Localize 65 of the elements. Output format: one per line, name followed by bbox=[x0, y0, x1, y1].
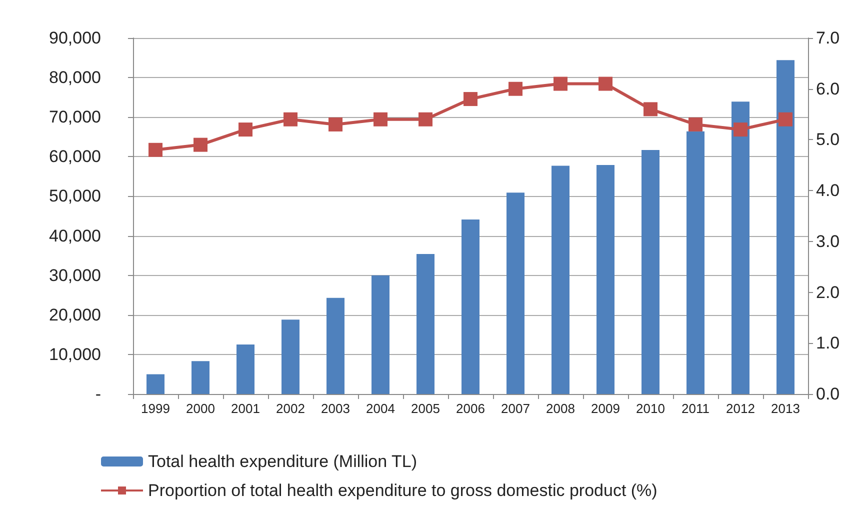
point bbox=[688, 117, 702, 132]
bar bbox=[146, 374, 164, 394]
point bbox=[148, 142, 162, 157]
x-tick-label: 2000 bbox=[186, 401, 215, 416]
x-tick-label: 2008 bbox=[546, 401, 575, 416]
y-tick-label: 50,000 bbox=[49, 186, 101, 206]
x-tick-label: 2002 bbox=[276, 401, 305, 416]
point bbox=[238, 122, 252, 137]
bar bbox=[732, 102, 750, 394]
y2-tick-label: 4.0 bbox=[816, 181, 840, 200]
y2-tick-label: 1.0 bbox=[816, 334, 840, 353]
point bbox=[374, 112, 388, 126]
y2-tick-label: 5.0 bbox=[816, 130, 840, 150]
bar bbox=[372, 275, 390, 394]
bar bbox=[192, 361, 210, 394]
x-tick-label: 2012 bbox=[726, 401, 755, 416]
x-tick-label: 2011 bbox=[682, 401, 710, 416]
point bbox=[554, 76, 568, 91]
point bbox=[508, 82, 522, 96]
point bbox=[464, 92, 478, 106]
bar bbox=[236, 344, 254, 394]
legend-label: Total health expenditure (Million TL) bbox=[148, 452, 417, 471]
bar bbox=[642, 150, 660, 394]
point bbox=[284, 112, 298, 126]
y-tick-label: 40,000 bbox=[49, 226, 101, 246]
point bbox=[194, 138, 208, 152]
bar bbox=[416, 254, 434, 394]
y2-tick-label: 2.0 bbox=[816, 282, 840, 302]
y-tick-label: 90,000 bbox=[49, 28, 101, 48]
y-tick-label: 80,000 bbox=[49, 68, 101, 88]
y-tick-label: 60,000 bbox=[49, 147, 101, 166]
x-tick-label: 2006 bbox=[456, 401, 485, 416]
y-tick-label: 30,000 bbox=[49, 266, 101, 285]
point bbox=[418, 112, 432, 126]
y2-tick-label: 3.0 bbox=[816, 232, 840, 251]
point bbox=[644, 102, 658, 116]
point bbox=[328, 117, 342, 132]
x-tick-label: 2003 bbox=[321, 401, 350, 416]
x-tick-label: 2013 bbox=[771, 401, 800, 416]
point bbox=[734, 122, 748, 137]
y2-tick-label: 0.0 bbox=[816, 384, 840, 404]
y2-tick-label: 7.0 bbox=[816, 28, 840, 48]
point bbox=[598, 76, 612, 91]
legend-label: Proportion of total health expenditure to gross domestic product (%) bbox=[148, 481, 658, 500]
y-tick-label: - bbox=[95, 384, 101, 404]
y-tick-label: 70,000 bbox=[49, 108, 101, 127]
point bbox=[778, 112, 792, 126]
x-tick-label: 2001 bbox=[231, 401, 260, 416]
bar bbox=[686, 131, 704, 394]
bar bbox=[552, 166, 570, 394]
bar bbox=[506, 192, 524, 394]
x-tick-label: 2004 bbox=[366, 401, 395, 416]
x-tick-label: 2007 bbox=[501, 401, 530, 416]
bar bbox=[326, 298, 344, 394]
x-tick-label: 1999 bbox=[141, 401, 170, 416]
bar bbox=[462, 220, 480, 394]
y2-tick-label: 6.0 bbox=[816, 79, 840, 98]
x-tick-label: 2010 bbox=[636, 401, 665, 416]
y-tick-label: 10,000 bbox=[49, 344, 101, 364]
x-tick-label: 2009 bbox=[591, 401, 620, 416]
bar bbox=[596, 164, 614, 394]
x-tick-label: 2005 bbox=[411, 401, 440, 416]
y-tick-label: 20,000 bbox=[49, 305, 101, 324]
bar bbox=[282, 320, 300, 394]
bar bbox=[776, 60, 794, 394]
